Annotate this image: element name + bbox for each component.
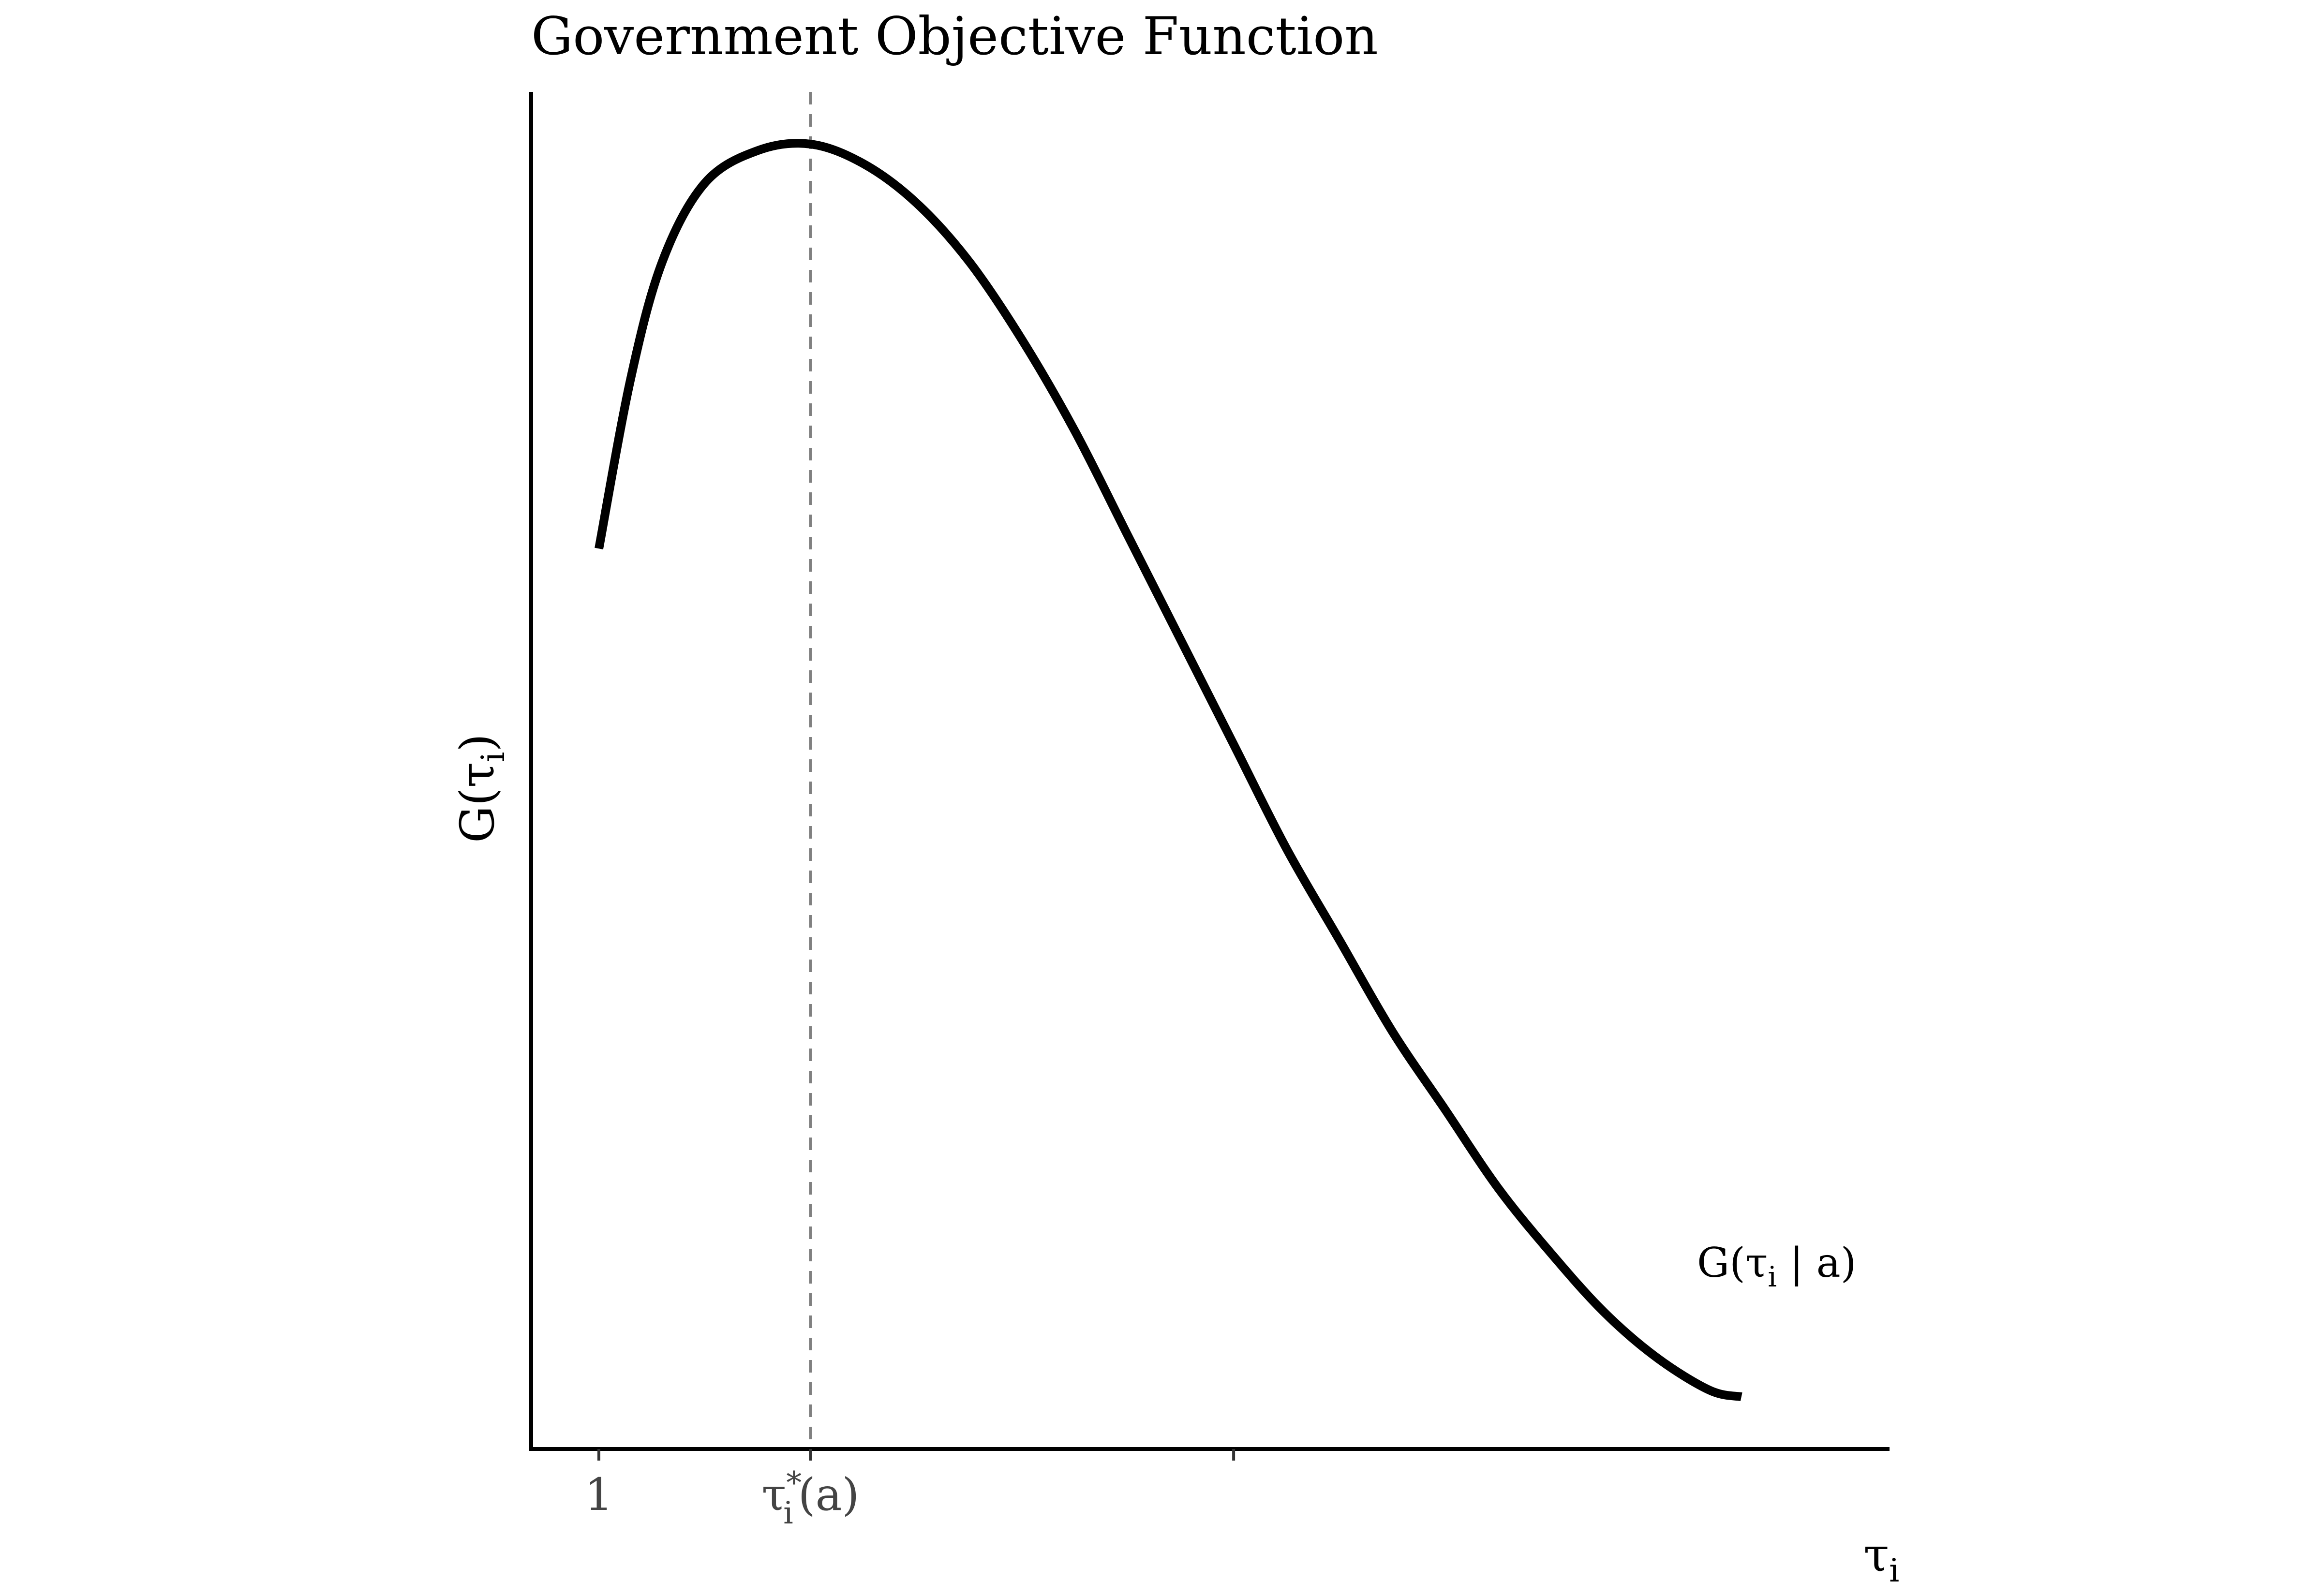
- series-layer: [595, 139, 1742, 1401]
- x-tick-label-base: τ: [761, 1469, 786, 1521]
- x-tick-label-sup: *: [786, 1465, 802, 1501]
- y-axis-label-sub: i: [475, 752, 512, 762]
- y-axis-label: G(τi): [450, 734, 512, 843]
- series-label: G(τi | a): [1697, 1239, 1856, 1293]
- x-tick-label-0: 1: [585, 1469, 613, 1521]
- x-axis-label: τi: [1863, 1528, 1899, 1589]
- series-label-sub: i: [1768, 1260, 1777, 1293]
- x-axis-label-sub: i: [1889, 1552, 1899, 1589]
- x-tick-label-sub: i: [783, 1495, 793, 1531]
- y-axis-label-base: G(τ: [450, 762, 505, 843]
- series-line-0: [595, 139, 1742, 1401]
- x-tick-label-tail: (a): [798, 1469, 860, 1521]
- chart-title: Government Objective Function: [531, 6, 1378, 67]
- x-tick-label-1: τ* i (a): [761, 1465, 859, 1531]
- series-label-base: G(τ: [1697, 1239, 1768, 1286]
- y-axis-label-close: ): [450, 734, 505, 752]
- series-label-rest: | a): [1777, 1239, 1857, 1286]
- x-axis-label-base: τ: [1863, 1528, 1889, 1582]
- x-tick-layer: 1 τ* i (a): [585, 1449, 1235, 1531]
